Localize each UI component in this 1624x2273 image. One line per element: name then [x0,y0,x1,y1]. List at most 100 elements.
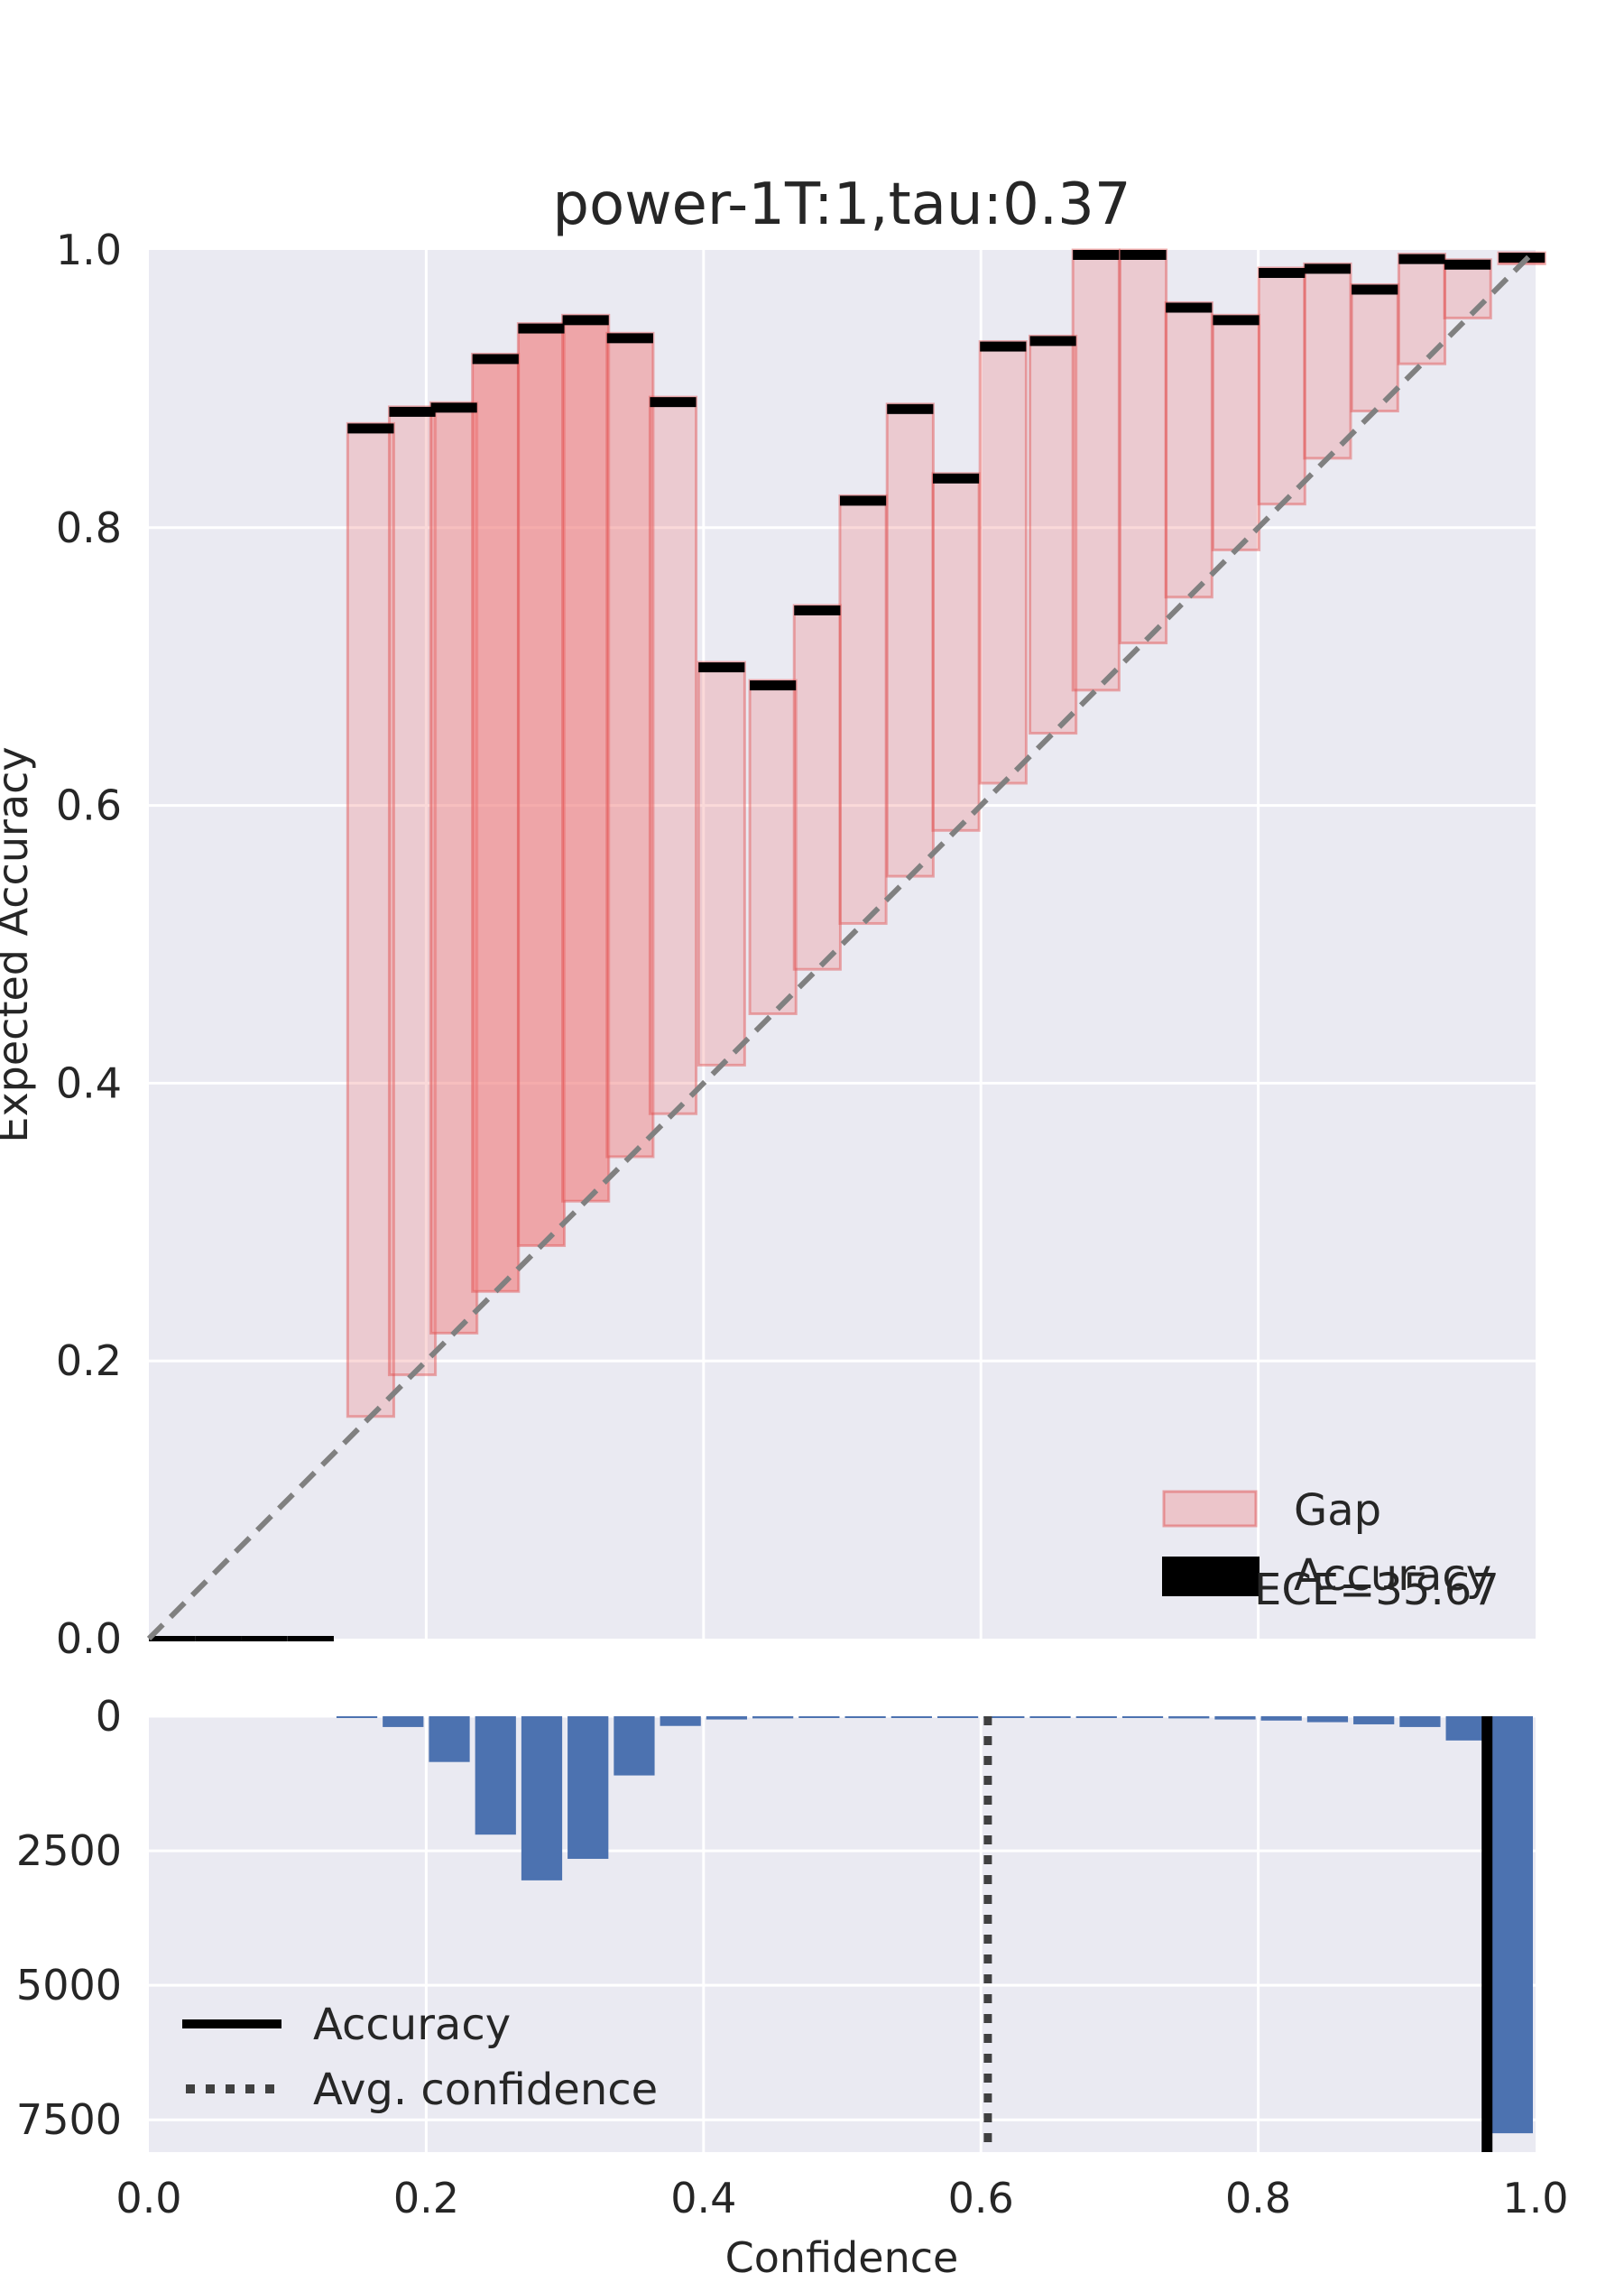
histogram-bars [336,1716,1533,2134]
gap-bar [885,402,935,878]
gap-bar [1350,282,1399,413]
gap-bar [648,395,698,1115]
gap-bar [387,405,438,1377]
histogram-bar [983,1716,1025,1718]
gap-bar [1164,300,1213,599]
gap-bar [697,661,746,1067]
histogram-bar [1445,1716,1487,1741]
accuracy-mark [472,354,519,365]
histogram-bar [567,1716,609,1860]
y-tick-label: 0.8 [56,504,122,552]
accuracy-mark [650,397,697,408]
x-tick-label: 1.0 [1502,2174,1568,2222]
x-tick-label: 0.4 [670,2174,736,2222]
y-tick-label: 0 [96,1692,122,1741]
histogram-bar [1353,1716,1395,1724]
gap-bar [748,679,798,1015]
x-tick-label: 0.2 [393,2174,459,2222]
histogram-bar [1399,1716,1441,1727]
histogram-bar [429,1716,470,1762]
reliability-tick-labels: 0.0 0.2 0.4 0.6 0.8 1.0 [56,226,122,1663]
accuracy-mark [1499,253,1546,263]
x-tick-label: 0.6 [948,2174,1014,2222]
gap-bar [516,322,567,1247]
reliability-diagram: 0.0 0.2 0.4 0.6 0.8 1.0 power-1T:1,tau:0.37 E… [0,171,1546,1663]
y-tick-label: 7500 [16,2095,122,2144]
histogram-bar [890,1716,932,1718]
accuracy-mark [389,406,436,417]
histogram-bar [1306,1716,1349,1723]
histogram-bar [614,1716,655,1776]
gap-bar [1211,313,1261,551]
x-tick-label: 0.8 [1225,2174,1291,2222]
histogram-bar [706,1716,748,1720]
y-tick-label: 0.2 [56,1336,122,1385]
accuracy-mark [887,403,934,414]
accuracy-mark [1166,302,1213,313]
histogram-bar [844,1716,886,1718]
histogram-tick-labels: 0 2500 5000 7500 0.0 0.2 0.4 0.6 0.8 1.0 [16,1692,1569,2222]
gap-bar [1118,248,1168,645]
histogram-legend: Accuracy Avg. confidence [182,2000,658,2115]
legend-label-accuracy-line: Accuracy [313,2000,511,2050]
accuracy-mark [1213,315,1260,326]
accuracy-mark [430,402,477,413]
gap-bar [561,313,611,1203]
reliability-legend: Gap Accuracy [1162,1485,1491,1601]
histogram-bar [937,1716,979,1718]
accuracy-mark [794,605,841,615]
histogram-bar [1121,1716,1164,1718]
accuracy-mark [1120,250,1167,260]
histogram-bar [1260,1716,1302,1721]
histogram-bar [383,1716,424,1727]
histogram-bar [475,1716,516,1835]
accuracy-mark [287,1636,334,1641]
legend-label-avg-confidence: Avg. confidence [313,2065,658,2115]
gap-bar [838,494,888,925]
confidence-histogram: 0 2500 5000 7500 0.0 0.2 0.4 0.6 0.8 1.0 Confiden… [16,1692,1569,2273]
accuracy-mark [562,315,609,326]
y-tick-label: 0.4 [56,1058,122,1107]
y-axis-label: Expected Accuracy [0,746,37,1142]
accuracy-marks [149,250,1546,1641]
histogram-bar [1168,1716,1210,1719]
y-tick-label: 0.6 [56,781,122,830]
gap-bar [1029,334,1078,735]
gap-bar [1257,266,1306,506]
x-tick-label: 0.0 [115,2174,181,2222]
histogram-bar [521,1716,563,1880]
accuracy-mark [606,333,653,344]
histogram-bar [798,1716,840,1718]
gap-bar [1303,262,1352,460]
y-tick-label: 0.0 [56,1614,122,1663]
histogram-plot-area [149,1716,1536,2152]
gap-bar [346,421,396,1418]
histogram-bar [1214,1716,1256,1720]
accuracy-mark [698,662,745,673]
legend-label-accuracy: Accuracy [1294,1550,1491,1601]
chart-title: power-1T:1,tau:0.37 [552,171,1130,238]
histogram-bar [1491,1716,1533,2134]
gap-bar [792,604,842,971]
accuracy-mark [1304,263,1352,274]
histogram-bar [336,1716,378,1718]
y-tick-label: 1.0 [56,226,122,274]
histogram-bar [752,1716,794,1719]
gap-bars [346,248,1546,1418]
histogram-grid [149,1714,1536,2152]
perfect-calibration-line [146,247,1538,1641]
accuracy-mark [1398,254,1445,264]
accuracy-mark [149,1636,196,1641]
accuracy-mark [347,423,394,434]
gap-bar [931,472,981,832]
gap-bar [978,340,1028,785]
accuracy-mark [518,323,565,334]
accuracy-mark [1029,336,1076,346]
histogram-bar [1075,1716,1117,1718]
histogram-bar [1029,1716,1071,1718]
x-axis-label: Confidence [725,2233,959,2273]
accuracy-mark [932,473,980,484]
reliability-grid [149,250,1536,1639]
accuracy-mark [195,1636,242,1641]
